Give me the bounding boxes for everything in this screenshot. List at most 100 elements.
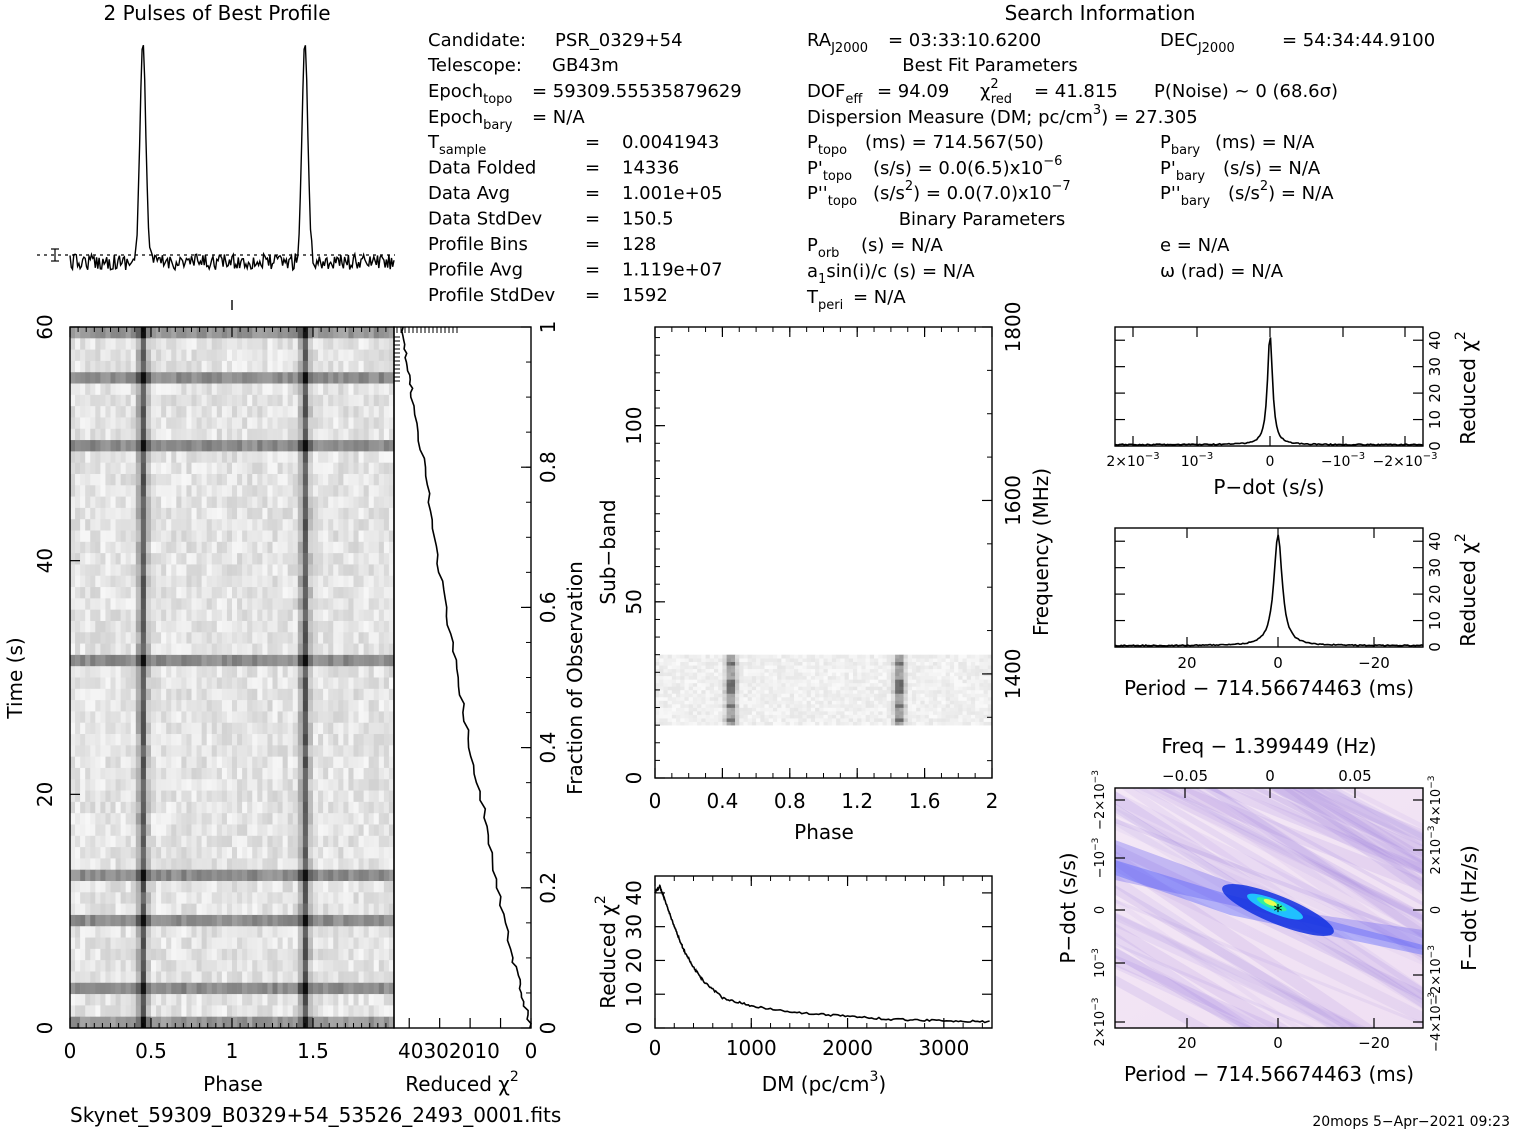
- time-phase-cell: [85, 564, 90, 576]
- time-phase-cell: [338, 836, 343, 848]
- time-phase-cell: [354, 904, 359, 916]
- time-phase-cell: [90, 338, 95, 350]
- time-phase-cell: [354, 384, 359, 396]
- time-phase-cell: [85, 870, 90, 882]
- time-phase-cell: [313, 338, 318, 350]
- time-phase-cell: [156, 508, 161, 520]
- time-phase-cell: [146, 745, 151, 757]
- subband-cell: [781, 715, 786, 719]
- time-phase-cell: [131, 372, 136, 384]
- time-phase-cell: [186, 926, 191, 938]
- subband-cell: [756, 700, 761, 704]
- subband-cell: [849, 697, 854, 701]
- time-phase-cell: [328, 338, 333, 350]
- subband-cell: [979, 722, 984, 726]
- time-phase-cell: [111, 689, 116, 701]
- time-phase-cell: [212, 892, 217, 904]
- time-phase-cell: [166, 960, 171, 972]
- time-phase-cell: [237, 564, 242, 576]
- time-phase-cell: [75, 531, 80, 543]
- time-phase-cell: [293, 429, 298, 441]
- subband-cell: [781, 690, 786, 694]
- time-phase-cell: [166, 519, 171, 531]
- time-phase-cell: [95, 689, 100, 701]
- time-phase-cell: [247, 598, 252, 610]
- time-phase-cell: [338, 734, 343, 746]
- time-phase-cell: [161, 678, 166, 690]
- time-phase-cell: [257, 745, 262, 757]
- time-phase-cell: [121, 440, 126, 452]
- time-phase-cell: [95, 519, 100, 531]
- subband-cell: [697, 722, 702, 726]
- time-phase-cell: [267, 542, 272, 554]
- subband-cell: [684, 693, 689, 697]
- time-phase-cell: [328, 870, 333, 882]
- subband-cell: [878, 711, 883, 715]
- time-phase-cell: [354, 915, 359, 927]
- time-phase-cell: [313, 327, 318, 339]
- time-phase-cell: [186, 836, 191, 848]
- time-phase-cell: [323, 768, 328, 780]
- time-phase-cell: [333, 836, 338, 848]
- time-phase-cell: [359, 474, 364, 486]
- time-phase-cell: [278, 678, 283, 690]
- time-phase-cell: [121, 983, 126, 995]
- time-phase-cell: [75, 553, 80, 565]
- time-phase-cell: [298, 689, 303, 701]
- time-phase-cell: [100, 395, 105, 407]
- time-phase-cell: [237, 666, 242, 678]
- time-phase-cell: [95, 678, 100, 690]
- subband-cell: [916, 697, 921, 701]
- time-phase-cell: [146, 870, 151, 882]
- time-phase-cell: [85, 926, 90, 938]
- time-phase-cell: [136, 745, 141, 757]
- time-phase-cell: [85, 1005, 90, 1017]
- subband-cell: [714, 690, 719, 694]
- time-phase-cell: [267, 576, 272, 588]
- time-phase-cell: [156, 768, 161, 780]
- time-phase-cell: [105, 926, 110, 938]
- time-phase-cell: [100, 983, 105, 995]
- time-phase-cell: [85, 542, 90, 554]
- subband-cell: [781, 704, 786, 708]
- dof-label: DOFeff: [807, 81, 863, 107]
- time-phase-cell: [146, 632, 151, 644]
- time-phase-cell: [288, 372, 293, 384]
- subband-cell: [773, 718, 778, 722]
- time-phase-cell: [186, 870, 191, 882]
- time-phase-cell: [308, 779, 313, 791]
- time-phase-cell: [116, 610, 121, 622]
- time-phase-cell: [267, 949, 272, 961]
- time-phase-cell: [227, 847, 232, 859]
- time-phase-cell: [308, 576, 313, 588]
- time-phase-cell: [379, 745, 384, 757]
- time-phase-cell: [212, 983, 217, 995]
- time-phase-cell: [328, 406, 333, 418]
- time-phase-cell: [202, 564, 207, 576]
- time-phase-cell: [121, 768, 126, 780]
- time-phase-cell: [257, 451, 262, 463]
- time-phase-cell: [338, 689, 343, 701]
- subband-cell: [739, 693, 744, 697]
- subband-cell: [979, 718, 984, 722]
- time-phase-cell: [100, 768, 105, 780]
- time-phase-cell: [369, 971, 374, 983]
- time-phase-cell: [283, 802, 288, 814]
- time-phase-cell: [343, 723, 348, 735]
- time-phase-cell: [85, 757, 90, 769]
- subband-cell: [815, 715, 820, 719]
- subband-cell: [684, 708, 689, 712]
- time-phase-cell: [359, 858, 364, 870]
- time-phase-cell: [232, 892, 237, 904]
- subband-cell: [668, 704, 673, 708]
- time-phase-cell: [75, 915, 80, 927]
- time-phase-cell: [247, 655, 252, 667]
- time-phase-cell: [136, 666, 141, 678]
- time-phase-cell: [186, 768, 191, 780]
- time-phase-cell: [328, 621, 333, 633]
- time-phase-cell: [369, 553, 374, 565]
- subband-cell: [946, 711, 951, 715]
- time-phase-cell: [308, 463, 313, 475]
- time-phase-cell: [328, 938, 333, 950]
